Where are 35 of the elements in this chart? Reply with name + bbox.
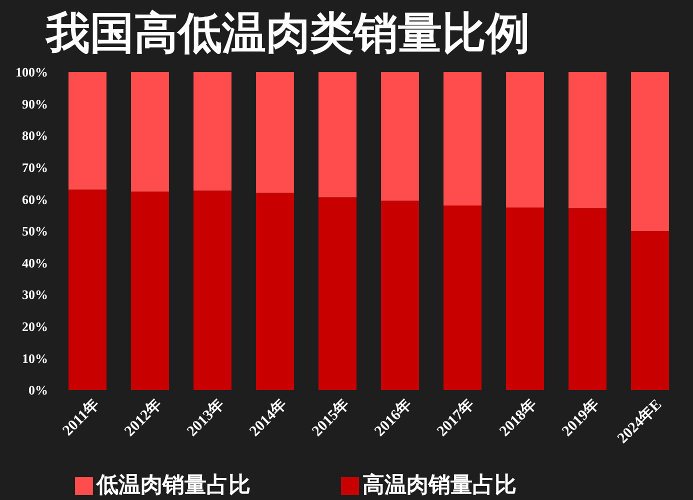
bar — [568, 208, 606, 390]
y-tick-label: 0% — [28, 382, 48, 398]
chart-title: 我国高低温肉类销量比例 — [46, 7, 530, 61]
y-tick-label: 80% — [22, 128, 48, 144]
bar — [631, 231, 669, 390]
bar — [68, 190, 106, 390]
legend-label: 低温肉销量占比 — [96, 473, 250, 498]
bar — [568, 72, 606, 208]
y-tick-label: 30% — [22, 287, 48, 302]
legend-label: 高温肉销量占比 — [362, 473, 516, 498]
bar — [506, 72, 544, 208]
y-tick-label: 20% — [22, 319, 48, 334]
bar — [194, 190, 232, 390]
bar — [68, 72, 106, 190]
x-tick-label: 2011年 — [59, 396, 103, 440]
y-tick-label: 50% — [22, 224, 48, 239]
y-tick-label: 100% — [16, 64, 48, 80]
y-tick-label: 40% — [22, 255, 48, 270]
bar — [318, 72, 356, 198]
bar — [256, 192, 294, 390]
bar — [131, 72, 169, 192]
y-tick-label: 10% — [22, 350, 48, 366]
bar — [631, 72, 669, 231]
bar — [318, 197, 356, 390]
bar — [131, 192, 169, 390]
bar — [194, 72, 232, 191]
y-tick-label: 60% — [22, 192, 48, 207]
bar — [381, 200, 419, 390]
bar — [506, 207, 544, 390]
y-tick-label: 70% — [22, 160, 48, 176]
bar — [256, 72, 294, 193]
bar — [444, 206, 482, 390]
bar — [381, 72, 419, 201]
bar — [444, 72, 482, 206]
y-tick-label: 90% — [22, 96, 48, 112]
